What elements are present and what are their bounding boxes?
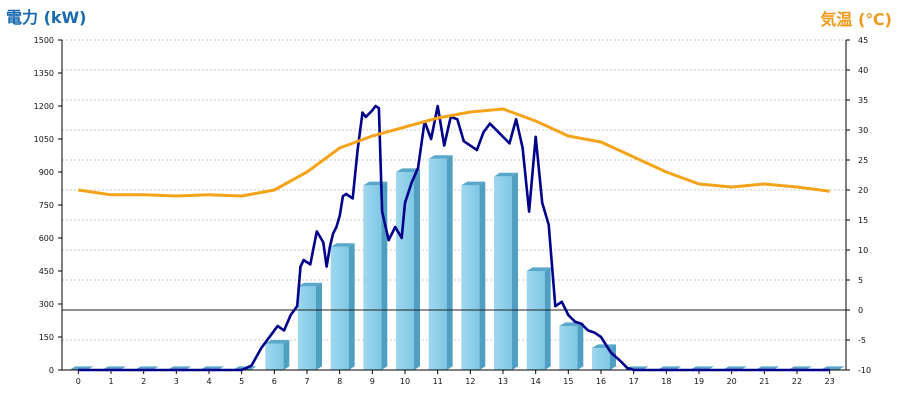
left-tick-label: 1350 — [34, 69, 54, 78]
x-tick-label: 8 — [337, 377, 342, 386]
right-tick-label: 5 — [858, 276, 863, 285]
bar-top — [298, 282, 322, 287]
right-tick-label: -5 — [858, 336, 866, 345]
bar — [428, 155, 453, 370]
bar — [526, 267, 551, 370]
x-tick-label: 1 — [108, 377, 113, 386]
bar-top — [494, 172, 518, 177]
line-series — [78, 104, 830, 372]
x-tick-label: 19 — [694, 377, 704, 386]
bar-top — [592, 344, 616, 348]
bar-side — [577, 322, 584, 370]
right-tick-label: 35 — [858, 96, 868, 105]
x-tick-label: 5 — [239, 377, 244, 386]
x-tick-label: 10 — [400, 377, 410, 386]
bar-top — [526, 267, 551, 271]
right-tick-label: 40 — [858, 66, 868, 75]
left-tick-label: 150 — [39, 333, 54, 342]
bar — [396, 168, 420, 370]
left-axis-title: 電力 (kW) — [6, 8, 87, 27]
axes — [58, 39, 850, 374]
left-tick-label: 600 — [39, 234, 54, 243]
left-tick-label: 1200 — [34, 102, 54, 111]
bar-side — [446, 155, 453, 370]
gridlines — [62, 39, 846, 341]
bar-series — [69, 155, 845, 370]
power-line — [78, 104, 830, 372]
bar-side — [609, 344, 616, 370]
x-tick-label: 2 — [141, 377, 146, 386]
tick-labels: 01503004506007509001050120013501500-10-5… — [34, 36, 871, 386]
bar-side — [348, 243, 355, 370]
bar-face — [526, 271, 545, 370]
bar-side — [511, 172, 518, 370]
right-tick-label: 45 — [858, 36, 868, 45]
x-tick-label: 14 — [531, 377, 541, 386]
x-tick-label: 4 — [206, 377, 211, 386]
right-axis-title: 気温 (℃) — [820, 10, 892, 29]
left-tick-label: 0 — [49, 366, 54, 375]
bar-side — [283, 340, 290, 370]
left-tick-label: 450 — [39, 267, 54, 276]
x-tick-label: 23 — [825, 377, 835, 386]
bar-face — [396, 172, 414, 370]
x-tick-label: 11 — [433, 377, 443, 386]
x-tick-label: 16 — [596, 377, 606, 386]
bar — [330, 243, 355, 370]
bar-top — [396, 168, 420, 172]
bar-face — [494, 176, 512, 370]
left-tick-label: 900 — [39, 168, 54, 177]
bar-side — [315, 282, 322, 370]
bar-top — [428, 155, 453, 159]
bar — [298, 282, 322, 370]
x-tick-label: 7 — [304, 377, 309, 386]
bar — [363, 181, 388, 370]
left-tick-label: 300 — [39, 300, 54, 309]
bar — [265, 340, 290, 370]
x-tick-label: 3 — [174, 377, 179, 386]
x-tick-label: 13 — [498, 377, 508, 386]
bar-face — [265, 343, 284, 370]
bar-face — [330, 246, 349, 370]
right-tick-label: 0 — [858, 306, 863, 315]
x-tick-label: 20 — [727, 377, 737, 386]
right-tick-label: 10 — [858, 246, 868, 255]
bar-top — [461, 181, 486, 186]
x-tick-label: 22 — [792, 377, 802, 386]
x-tick-label: 21 — [759, 377, 769, 386]
bar-face — [559, 326, 578, 370]
right-tick-label: 25 — [858, 156, 868, 165]
bar — [494, 172, 518, 370]
bar-side — [413, 168, 420, 370]
bar-top — [330, 243, 355, 247]
right-tick-label: 30 — [858, 126, 868, 135]
bar-face — [298, 286, 316, 370]
x-tick-label: 17 — [629, 377, 639, 386]
x-tick-label: 9 — [370, 377, 375, 386]
temperature-line — [78, 107, 830, 198]
bar-face — [461, 185, 480, 370]
right-tick-label: -10 — [858, 366, 871, 375]
bar-face — [428, 158, 447, 370]
right-tick-label: 20 — [858, 186, 868, 195]
left-tick-label: 750 — [39, 201, 54, 210]
x-tick-label: 6 — [272, 377, 277, 386]
x-tick-label: 0 — [76, 377, 81, 386]
bar-side — [544, 267, 551, 370]
bar-top — [265, 340, 290, 344]
x-tick-label: 18 — [661, 377, 671, 386]
right-tick-label: 15 — [858, 216, 868, 225]
left-tick-label: 1500 — [34, 36, 54, 45]
left-tick-label: 1050 — [34, 135, 54, 144]
bar — [461, 181, 486, 370]
x-tick-label: 15 — [563, 377, 573, 386]
bar-face — [592, 348, 610, 370]
bar-face — [363, 185, 382, 370]
bar — [559, 322, 584, 370]
bar — [592, 344, 616, 370]
bar-side — [479, 181, 486, 370]
x-tick-label: 12 — [465, 377, 475, 386]
